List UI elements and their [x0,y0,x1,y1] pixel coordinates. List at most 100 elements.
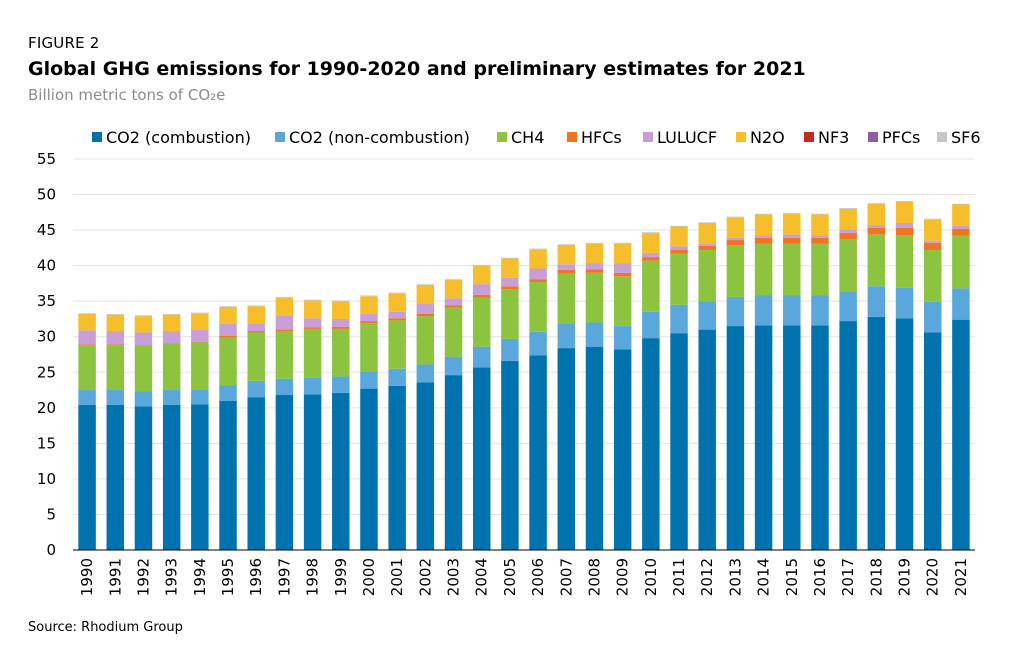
bar-segment-n2o [332,301,350,319]
y-tick-label: 45 [37,221,56,239]
bar-segment-ch4 [613,276,632,327]
x-tick-label: 2008 [585,558,603,596]
bar-segment-co2-non-combustion [811,295,829,326]
bar-segment-lulucf [839,229,857,233]
bar-segment-co2-combustion [754,325,773,550]
bar-segment-co2-combustion [332,392,350,550]
x-tick-label: 2018 [867,558,885,596]
bar-segment-co2-non-combustion [557,323,576,349]
bar-segment-hfcs [642,257,660,261]
bar-segment-co2-non-combustion [388,368,406,386]
bar-segment-co2-combustion [501,360,519,550]
bar-segment-ch4 [585,272,604,323]
y-tick-label: 15 [37,434,56,452]
bar-segment-sf6 [952,203,970,205]
bar-segment-co2-combustion [839,321,857,550]
bar-segment-ch4 [783,243,801,296]
bar-segment-hfcs [332,326,350,329]
bar-segment-n2o [642,232,660,253]
bar-segment-co2-non-combustion [360,371,378,389]
x-tick-label: 2012 [698,558,716,596]
bar-segment-hfcs [726,240,745,246]
bar-segment-hfcs [923,242,942,250]
bar-segment-co2-non-combustion [754,295,773,326]
bar-segment-n2o [78,313,96,331]
bar-segment-lulucf [388,311,406,319]
bar-segment-sf6 [162,313,181,315]
bar-segment-hfcs [303,327,322,329]
bar-segment-co2-non-combustion [444,356,463,376]
legend-swatch-sf6 [937,132,947,142]
bar-segment-lulucf [529,268,547,280]
legend-label-sf6: SF6 [951,128,981,147]
bar-segment-lulucf [923,240,942,243]
bar-segment-hfcs [191,341,209,343]
bar-segment-hfcs [247,331,265,333]
bar-segment-lulucf [613,263,632,273]
bar-segment-hfcs [162,343,181,344]
x-tick-label: 2014 [755,558,773,596]
bar-segment-n2o [529,249,547,269]
bar-segment-n2o [501,258,519,278]
bar-segment-co2-non-combustion [332,376,350,393]
bar-segment-sf6 [811,213,829,215]
legend-label-nf3: NF3 [818,128,849,147]
bar-segment-lulucf [754,235,773,238]
bar-segment-hfcs [670,249,688,254]
bar-segment-sf6 [698,222,716,223]
bar-segment-co2-non-combustion [670,304,688,334]
bar-segment-lulucf [191,329,209,342]
bar-segment-n2o [388,293,406,312]
bar-segment-co2-combustion [247,397,265,550]
bar-segment-co2-combustion [388,385,406,550]
bar-segment-co2-combustion [895,318,914,550]
y-tick-label: 55 [37,150,56,168]
bar-segment-hfcs [501,286,519,290]
legend-label-hfcs: HFCs [581,128,622,147]
bar-segment-n2o [106,314,125,332]
y-tick-label: 35 [37,292,56,310]
bar-segment-lulucf [895,222,914,228]
x-tick-label: 2015 [783,558,801,596]
legend-label-lulucf: LULUCF [657,128,717,147]
bar-segment-n2o [219,306,237,324]
bar-segment-sf6 [275,296,294,298]
x-tick-label: 2003 [445,558,463,596]
bar-segment-ch4 [726,245,745,297]
legend-swatch-lulucf [643,132,653,142]
y-tick-label: 40 [37,257,56,275]
bar-segment-sf6 [191,312,209,314]
bar-segment-lulucf [78,330,96,345]
chart-title: Global GHG emissions for 1990-2020 and p… [28,58,806,80]
legend-swatch-pfcs [868,132,878,142]
bar-segment-ch4 [106,345,125,391]
x-tick-label: 2020 [924,558,942,596]
x-tick-label: 2013 [726,558,744,596]
legend-swatch-co2-non-combustion [275,132,285,142]
legend-label-ch4: CH4 [511,128,544,147]
bar-segment-n2o [275,297,294,316]
bar-segment-hfcs [472,294,491,298]
y-tick-label: 5 [46,505,56,523]
bar-segment-lulucf [585,263,604,270]
bar-segment-ch4 [952,235,970,289]
bar-segment-co2-non-combustion [501,338,519,361]
bar-segment-n2o [472,265,491,285]
x-tick-label: 2001 [388,558,406,596]
bar-segment-ch4 [754,243,773,296]
bar-segment-ch4 [923,249,942,302]
x-tick-label: 1996 [247,558,265,596]
bar-segment-co2-combustion [472,367,491,550]
bar-segment-hfcs [585,269,604,273]
bar-segment-co2-non-combustion [219,385,237,401]
bar-segment-hfcs [444,305,463,308]
x-tick-label: 1990 [78,558,96,596]
chart-subtitle: Billion metric tons of CO₂e [28,86,226,104]
bar-segment-co2-non-combustion [783,295,801,326]
bar-segment-hfcs [783,237,801,244]
bar-segment-n2o [557,245,576,265]
bar-segment-n2o [698,222,716,244]
y-tick-label: 50 [37,186,56,204]
legend-label-co2-non-combustion: CO2 (non-combustion) [289,128,470,147]
bar-segment-lulucf [670,246,688,250]
